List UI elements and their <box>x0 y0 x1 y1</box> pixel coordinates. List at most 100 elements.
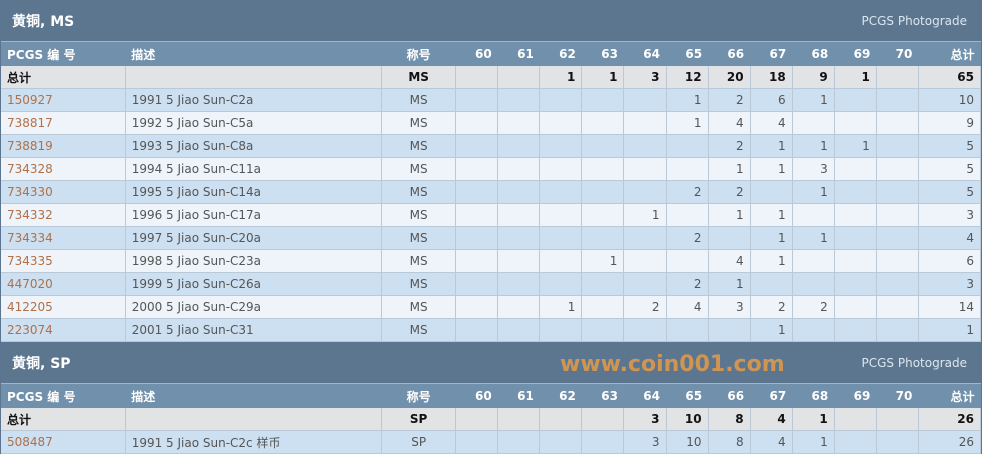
total-label: 总计 <box>1 408 126 431</box>
section-header: 黄铜, MS PCGS Photograde <box>1 0 981 42</box>
grade-count-cell <box>581 318 625 342</box>
grade-count-cell <box>581 226 625 250</box>
grade-count-cell <box>666 157 709 181</box>
description-cell: 1992 5 Jiao Sun-C5a <box>125 111 383 135</box>
grade-count-cell: 2 <box>750 295 793 319</box>
total-cell: 10 <box>918 88 982 112</box>
pcgs-id-link[interactable]: 738819 <box>7 139 53 153</box>
pcgs-id-link[interactable]: 734328 <box>7 162 53 176</box>
grade-count-cell <box>834 295 877 319</box>
grade-count-cell <box>497 134 541 158</box>
pcgs-id-link[interactable]: 223074 <box>7 323 53 337</box>
grade-count-cell <box>708 226 751 250</box>
column-header-grade: 65 <box>666 384 709 408</box>
description-cell: 2000 5 Jiao Sun-C29a <box>125 295 383 319</box>
table-row: 738817 1992 5 Jiao Sun-C5a MS 1 4 4 9 <box>1 111 982 135</box>
grade-count-cell <box>623 111 667 135</box>
description-cell: 1994 5 Jiao Sun-C11a <box>125 157 383 181</box>
pcgs-id-link[interactable]: 734335 <box>7 254 53 268</box>
column-header-id: PCGS 编 号 <box>1 42 126 66</box>
grade-count-cell <box>497 180 541 204</box>
header-row: PCGS 编 号描述 称号 60 61 62 63 64 65 66 67 68 69 70 总计 <box>1 42 981 66</box>
column-header-grade: 69 <box>834 384 877 408</box>
grade-count-cell: 10 <box>666 430 709 454</box>
photograde-link[interactable]: PCGS Photograde <box>861 355 967 370</box>
grade-count-cell <box>792 249 835 273</box>
designation-cell: MS <box>381 249 457 273</box>
pcgs-id-cell: 734334 <box>1 226 126 250</box>
grade-count-cell <box>581 430 625 454</box>
pcgs-id-link[interactable]: 734334 <box>7 231 53 245</box>
designation-cell: MS <box>381 66 457 89</box>
grade-count-cell <box>792 111 835 135</box>
grade-count-cell <box>834 408 877 431</box>
grade-count-cell <box>623 272 667 296</box>
table-row: 734335 1998 5 Jiao Sun-C23a MS 1 4 1 6 <box>1 249 982 273</box>
column-header-total: 总计 <box>918 42 981 66</box>
pcgs-id-link[interactable]: 150927 <box>7 93 53 107</box>
pcgs-id-cell: 734328 <box>1 157 126 181</box>
table-row: 508487 1991 5 Jiao Sun-C2c 样币 SP 3 10 8 4 1 26 <box>1 430 982 454</box>
section-header: 黄铜, SP PCGS Photograde <box>1 342 981 384</box>
grade-section: 黄铜, SP PCGS Photograde PCGS 编 号描述 称号 60 61 62 6… <box>0 342 982 454</box>
grade-count-cell <box>497 249 541 273</box>
grade-count-cell <box>455 66 499 89</box>
grade-count-cell: 1 <box>750 226 793 250</box>
grade-count-cell: 4 <box>750 430 793 454</box>
designation-cell: MS <box>381 134 457 158</box>
column-header-grade: 61 <box>497 42 540 66</box>
photograde-link[interactable]: PCGS Photograde <box>861 13 967 28</box>
description-cell: 1995 5 Jiao Sun-C14a <box>125 180 383 204</box>
pcgs-id-link[interactable]: 738817 <box>7 116 53 130</box>
total-cell: 6 <box>918 249 982 273</box>
grade-count-cell <box>497 226 541 250</box>
total-row: 总计 MS 1 1 3 12 20 18 9 1 65 <box>1 66 982 89</box>
grade-count-cell: 1 <box>750 203 793 227</box>
grade-count-cell: 4 <box>750 111 793 135</box>
pcgs-id-cell: 734335 <box>1 249 126 273</box>
total-cell: 3 <box>918 203 982 227</box>
grade-count-cell: 2 <box>708 134 751 158</box>
total-cell: 5 <box>918 157 982 181</box>
grade-count-cell <box>792 272 835 296</box>
total-label: 总计 <box>1 66 126 89</box>
grade-count-cell: 3 <box>623 408 667 431</box>
grade-count-cell <box>834 88 877 112</box>
pcgs-id-link[interactable]: 508487 <box>7 435 53 449</box>
total-cell: 14 <box>918 295 982 319</box>
grade-count-cell <box>497 203 541 227</box>
pcgs-id-cell: 150927 <box>1 88 126 112</box>
grade-count-cell: 1 <box>708 157 751 181</box>
grade-count-cell <box>876 203 919 227</box>
grade-count-cell: 1 <box>834 66 877 89</box>
grade-count-cell <box>834 272 877 296</box>
grade-count-cell <box>581 180 625 204</box>
grade-count-cell <box>539 134 583 158</box>
table-row: 734330 1995 5 Jiao Sun-C14a MS 2 2 1 5 <box>1 180 982 204</box>
grade-count-cell <box>497 157 541 181</box>
grade-count-cell <box>876 180 919 204</box>
pcgs-id-link[interactable]: 412205 <box>7 300 53 314</box>
grade-count-cell: 12 <box>666 66 709 89</box>
grade-count-cell <box>876 111 919 135</box>
designation-cell: MS <box>381 157 457 181</box>
table-row: 412205 2000 5 Jiao Sun-C29a MS 1 2 4 3 2 2 14 <box>1 295 982 319</box>
pcgs-id-link[interactable]: 734330 <box>7 185 53 199</box>
grade-count-cell: 2 <box>792 295 835 319</box>
grade-count-cell <box>539 157 583 181</box>
grade-count-cell: 3 <box>708 295 751 319</box>
grade-count-cell <box>666 318 709 342</box>
description-cell: 1991 5 Jiao Sun-C2c 样币 <box>125 430 383 454</box>
pcgs-id-link[interactable]: 734332 <box>7 208 53 222</box>
grade-count-cell <box>623 249 667 273</box>
grade-count-cell <box>876 408 919 431</box>
grade-count-cell <box>876 430 919 454</box>
grade-count-cell: 1 <box>539 295 583 319</box>
description-cell: 1997 5 Jiao Sun-C20a <box>125 226 383 250</box>
column-header-total: 总计 <box>918 384 981 408</box>
grade-count-cell <box>834 203 877 227</box>
grade-count-cell <box>497 295 541 319</box>
grade-count-cell <box>792 318 835 342</box>
pcgs-id-link[interactable]: 447020 <box>7 277 53 291</box>
grade-count-cell <box>497 430 541 454</box>
